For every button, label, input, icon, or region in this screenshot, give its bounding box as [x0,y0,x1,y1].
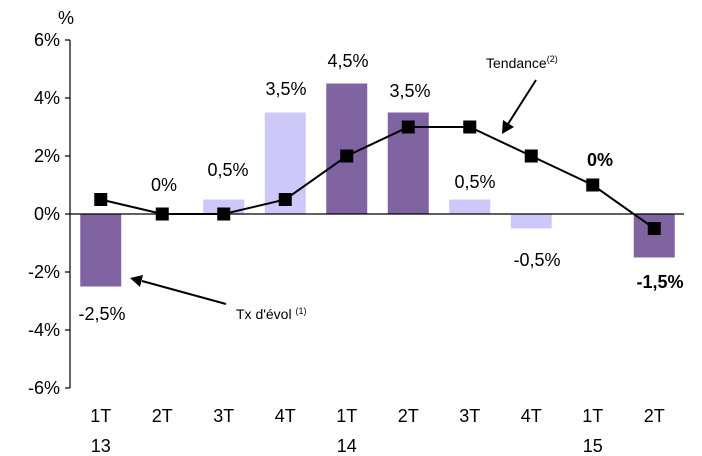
trend-point [94,193,108,206]
bar-3 [203,199,245,214]
y-tick-label: 0% [34,204,60,224]
axes: -6% -4% -2% 0% 2% 4% 6% 1T 13 2T 3T 4T 1T 14 2T 3T 4T 1T 1… [28,30,684,456]
bar-10 [633,214,675,258]
data-label: -0,5% [513,250,560,270]
trend-point [401,120,415,134]
bar-series-annotation: Tx d'évol (1) [236,306,306,322]
y-unit-label: % [58,8,74,28]
bar-series-arrow [141,280,227,305]
data-label: 4,5% [327,51,368,71]
y-tick-label: 2% [34,146,60,166]
trend-point [278,193,292,206]
x-tick-label: 1T [90,406,111,426]
x-tick-label: 2T [152,406,173,426]
data-label: 3,5% [389,81,430,101]
x-tick-year-label: 15 [583,436,603,456]
bar-1 [80,214,122,287]
data-label: -2,5% [78,304,125,324]
x-tick-year-label: 13 [91,436,111,456]
data-labels: -2,5% 0% 0,5% 3,5% 4,5% 3,5% 0,5% -0,5% 0% -1,5% [78,51,683,324]
trend-point [463,120,477,134]
data-label: 0,5% [454,172,495,192]
trend-point [217,207,231,221]
x-tick-label: 4T [521,406,542,426]
y-tick-label: 6% [34,30,60,50]
x-tick-label: 3T [213,406,234,426]
annotations: Tx d'évol (1) Tendance(2) [130,54,558,322]
trend-point [524,149,538,163]
data-label: 0,5% [207,160,248,180]
data-label: 3,5% [265,79,306,99]
x-tick-label: 1T [336,406,357,426]
trend-series-arrow [507,79,537,125]
data-label: 0% [587,150,613,170]
y-tick-label: -6% [28,378,60,398]
trend-point [647,222,661,235]
y-tick-label: -4% [28,320,60,340]
x-tick-label: 2T [398,406,419,426]
data-label: -1,5% [636,272,683,292]
y-tick-label: -2% [28,262,60,282]
trend-point [155,207,169,221]
trend-point [586,178,600,192]
trend-series [94,120,661,235]
data-label: 0% [151,175,177,195]
x-tick-label: 2T [644,406,665,426]
x-tick-year-label: 14 [337,436,357,456]
y-tick-label: 4% [34,88,60,108]
bar-7 [449,199,491,214]
bar-series-arrowhead [130,275,143,287]
trend-point [340,149,354,163]
trend-series-annotation: Tendance(2) [486,54,558,71]
bar-8 [510,214,552,229]
trend-series-arrowhead [502,120,514,134]
x-tick-label: 3T [459,406,480,426]
trend-line [100,126,655,230]
x-tick-label: 1T [582,406,603,426]
x-tick-label: 4T [275,406,296,426]
